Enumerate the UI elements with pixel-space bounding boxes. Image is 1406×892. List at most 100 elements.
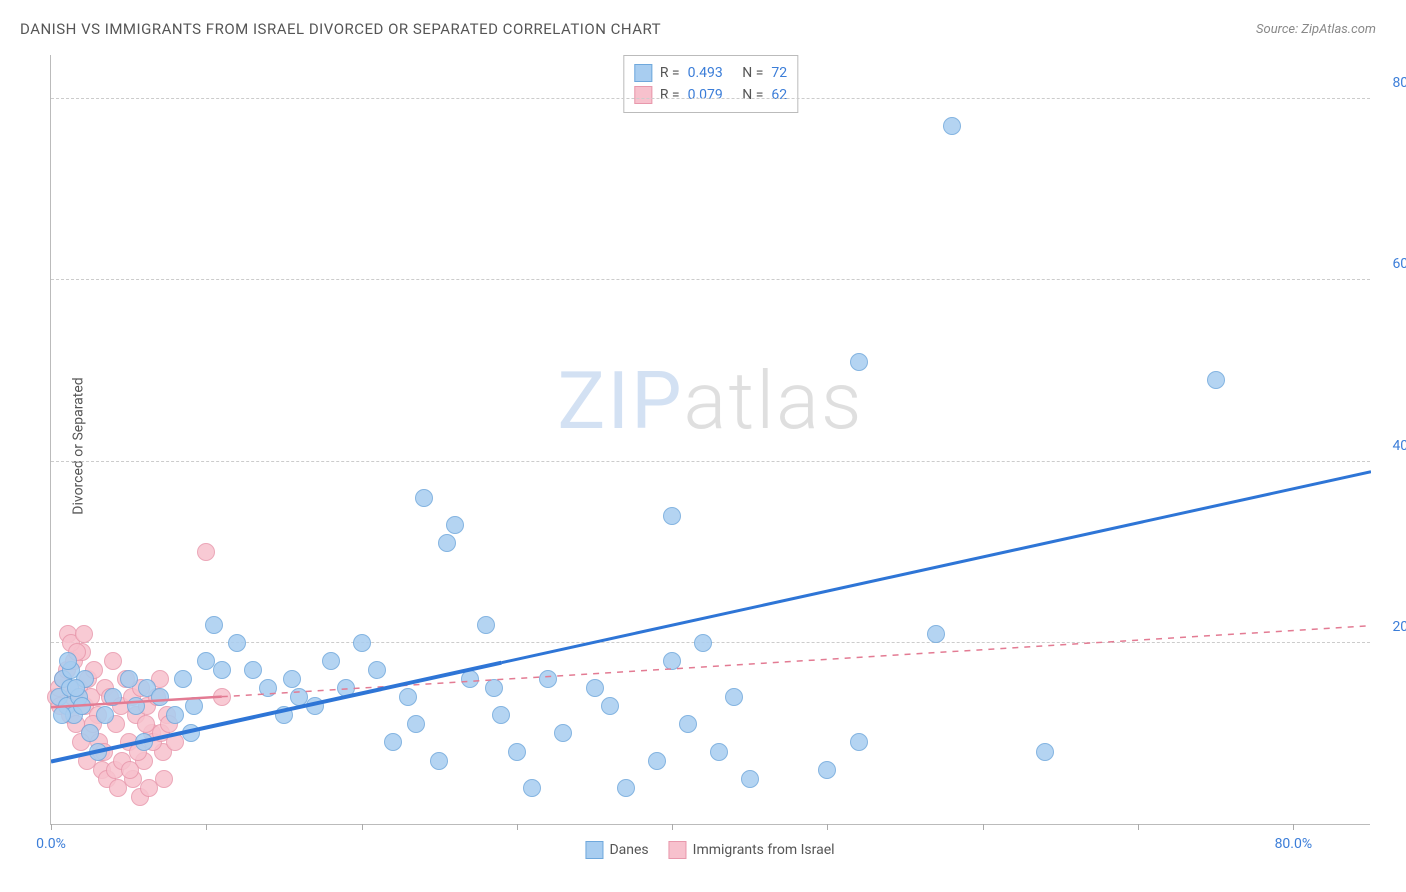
scatter-point-danes xyxy=(104,688,122,706)
trendline-danes xyxy=(51,55,1371,825)
scatter-point-danes xyxy=(694,634,712,652)
scatter-point-danes xyxy=(554,724,572,742)
legend-label-israel: Immigrants from Israel xyxy=(693,842,835,858)
watermark-zip: ZIP xyxy=(557,354,683,448)
swatch-israel xyxy=(669,841,687,859)
n-label: N = xyxy=(742,65,763,81)
scatter-point-israel xyxy=(104,652,122,670)
scatter-point-danes xyxy=(477,616,495,634)
scatter-point-danes xyxy=(663,507,681,525)
bottom-legend: Danes Immigrants from Israel xyxy=(585,841,834,859)
legend-item-israel: Immigrants from Israel xyxy=(669,841,835,859)
scatter-point-danes xyxy=(508,743,526,761)
correlation-legend: R = 0.493 N = 72 R = 0.079 N = 62 xyxy=(623,55,798,113)
scatter-point-danes xyxy=(586,679,604,697)
scatter-point-danes xyxy=(322,652,340,670)
scatter-point-danes xyxy=(73,697,91,715)
trendline-israel xyxy=(51,55,1371,825)
x-tick-label: 80.0% xyxy=(1275,836,1313,852)
correl-row-danes: R = 0.493 N = 72 xyxy=(634,62,787,84)
scatter-point-israel xyxy=(213,688,231,706)
x-tick xyxy=(983,824,984,830)
x-tick xyxy=(672,824,673,830)
scatter-point-danes xyxy=(259,679,277,697)
swatch-danes xyxy=(585,841,603,859)
r-label: R = xyxy=(660,87,680,103)
scatter-point-danes xyxy=(127,697,145,715)
scatter-point-danes xyxy=(927,625,945,643)
scatter-point-danes xyxy=(710,743,728,761)
scatter-point-danes xyxy=(89,743,107,761)
y-tick-label: 40.0% xyxy=(1392,438,1406,454)
scatter-point-danes xyxy=(244,661,262,679)
y-tick-label: 80.0% xyxy=(1392,75,1406,91)
scatter-point-israel xyxy=(75,625,93,643)
scatter-point-danes xyxy=(353,634,371,652)
scatter-point-danes xyxy=(120,670,138,688)
gridline xyxy=(51,98,1370,99)
scatter-point-danes xyxy=(96,706,114,724)
scatter-point-danes xyxy=(275,706,293,724)
x-tick xyxy=(362,824,363,830)
scatter-point-danes xyxy=(67,679,85,697)
scatter-point-danes xyxy=(539,670,557,688)
scatter-point-danes xyxy=(166,706,184,724)
correl-row-israel: R = 0.079 N = 62 xyxy=(634,84,787,106)
plot-area: ZIPatlas R = 0.493 N = 72 R = 0.079 N = … xyxy=(50,55,1370,825)
source-attribution: Source: ZipAtlas.com xyxy=(1256,22,1376,37)
watermark-atlas: atlas xyxy=(684,354,864,448)
scatter-point-danes xyxy=(461,670,479,688)
scatter-point-danes xyxy=(438,534,456,552)
scatter-point-danes xyxy=(283,670,301,688)
scatter-point-danes xyxy=(850,733,868,751)
scatter-point-danes xyxy=(53,706,71,724)
n-value-israel: 62 xyxy=(771,87,787,103)
x-tick xyxy=(517,824,518,830)
scatter-point-danes xyxy=(818,761,836,779)
scatter-point-danes xyxy=(485,679,503,697)
scatter-point-danes xyxy=(407,715,425,733)
scatter-point-danes xyxy=(81,724,99,742)
scatter-point-danes xyxy=(415,489,433,507)
chart-container: ZIPatlas R = 0.493 N = 72 R = 0.079 N = … xyxy=(50,55,1370,825)
scatter-point-danes xyxy=(384,733,402,751)
scatter-point-danes xyxy=(337,679,355,697)
scatter-point-danes xyxy=(943,117,961,135)
scatter-point-israel xyxy=(197,543,215,561)
scatter-point-danes xyxy=(213,661,231,679)
scatter-point-danes xyxy=(135,733,153,751)
scatter-point-danes xyxy=(59,652,77,670)
scatter-point-danes xyxy=(523,779,541,797)
scatter-point-danes xyxy=(1207,371,1225,389)
scatter-point-danes xyxy=(151,688,169,706)
n-label: N = xyxy=(742,87,763,103)
scatter-point-danes xyxy=(430,752,448,770)
gridline xyxy=(51,461,1370,462)
x-tick xyxy=(1293,824,1294,830)
scatter-point-danes xyxy=(1036,743,1054,761)
x-tick xyxy=(1138,824,1139,830)
y-tick-label: 20.0% xyxy=(1392,619,1406,635)
chart-title: DANISH VS IMMIGRANTS FROM ISRAEL DIVORCE… xyxy=(20,20,661,38)
r-value-israel: 0.079 xyxy=(688,87,723,103)
scatter-point-danes xyxy=(648,752,666,770)
scatter-point-danes xyxy=(306,697,324,715)
x-tick xyxy=(206,824,207,830)
swatch-danes xyxy=(634,64,652,82)
scatter-point-danes xyxy=(368,661,386,679)
swatch-israel xyxy=(634,86,652,104)
x-tick xyxy=(51,824,52,830)
scatter-point-danes xyxy=(205,616,223,634)
scatter-point-danes xyxy=(741,770,759,788)
scatter-point-danes xyxy=(228,634,246,652)
r-value-danes: 0.493 xyxy=(688,65,723,81)
x-tick-label: 0.0% xyxy=(36,836,66,852)
scatter-point-danes xyxy=(446,516,464,534)
watermark: ZIPatlas xyxy=(557,354,863,448)
legend-item-danes: Danes xyxy=(585,841,648,859)
n-value-danes: 72 xyxy=(771,65,787,81)
scatter-point-danes xyxy=(182,724,200,742)
scatter-point-danes xyxy=(663,652,681,670)
y-tick-label: 60.0% xyxy=(1392,256,1406,272)
scatter-point-danes xyxy=(492,706,510,724)
